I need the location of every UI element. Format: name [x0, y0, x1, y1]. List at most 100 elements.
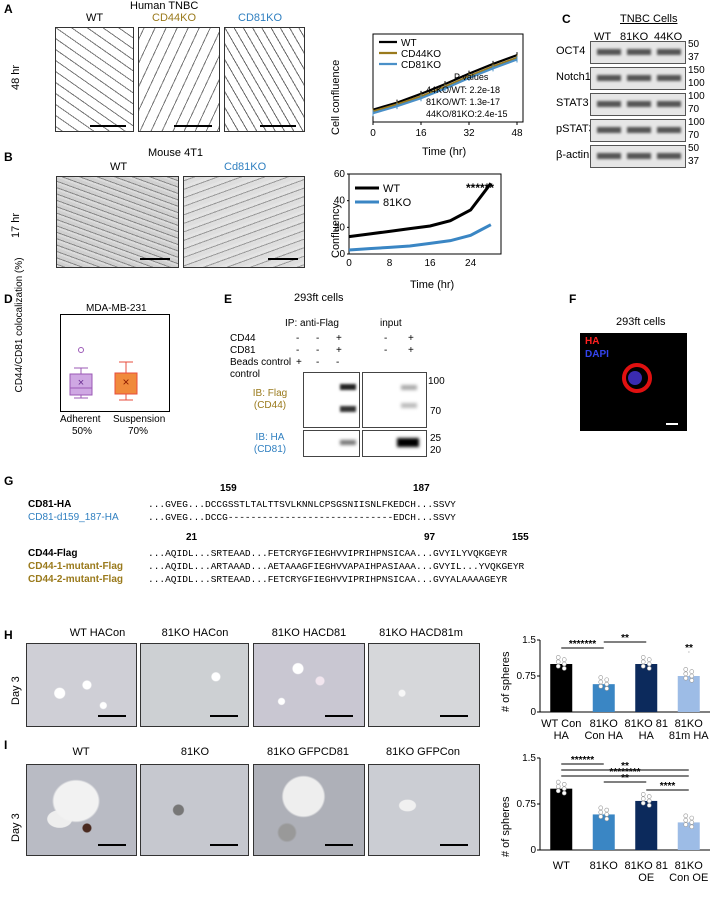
chart-b-xlabel: Time (hr) — [410, 279, 455, 291]
significance-stars: ******** — [609, 767, 640, 778]
panel-e-ip-header: IP: anti-Flag — [285, 318, 339, 329]
legend-label: WT — [383, 183, 400, 195]
bar — [550, 788, 573, 850]
ip-row-label-control: control — [230, 369, 261, 380]
ip-sign: - — [296, 333, 300, 344]
cd44-1-mutant-name: CD44-1-mutant-Flag — [28, 561, 124, 572]
data-point — [555, 655, 561, 660]
x-tick-label: 16 — [425, 258, 437, 269]
band — [657, 101, 681, 107]
data-point — [598, 684, 604, 689]
panel-h-image-label-2: 81KO HACon — [161, 627, 229, 639]
scale-bar — [210, 844, 238, 846]
data-point — [555, 784, 561, 789]
blot-strip — [590, 41, 686, 64]
panel-a-label: A — [4, 2, 13, 16]
category-label: 81KO 81 OE — [624, 860, 668, 884]
legend-label: WT — [401, 38, 417, 49]
chart-i-spheres: 00.751.5 ********************** — [517, 753, 710, 856]
y-tick-label: 60 — [334, 169, 346, 180]
group-pct-adherent: 50% — [72, 426, 93, 437]
chart-a-xlabel: Time (hr) — [422, 146, 467, 158]
data-point — [555, 659, 561, 665]
plot-frame — [372, 33, 524, 123]
chart-a-pvalue-3: 44KO/81KO:2.4e-15 — [426, 109, 508, 119]
micrograph-a-cd44ko — [138, 27, 220, 132]
chart-b-confluency: 0 20 40 60 0 8 16 24 WT 81KO — [334, 169, 502, 269]
data-point — [604, 686, 610, 691]
cd44-1-mutant-sequence: ...AQIDL...ARTAAAD...AETAAAGFIEGHVVAPAIH… — [148, 561, 525, 572]
data-point — [646, 661, 652, 667]
data-point — [640, 663, 646, 669]
legend-dapi: DAPI — [585, 349, 609, 360]
scale-bar — [260, 125, 296, 127]
bar — [592, 684, 615, 712]
data-point — [640, 792, 646, 797]
chart-a-pvalue-2: 81KO/WT: 1.3e-17 — [426, 97, 501, 107]
panel-a-image-label-cd44ko: CD44KO — [152, 12, 197, 24]
data-point — [598, 814, 604, 819]
cd44-2-mutant-name: CD44-2-mutant-Flag — [28, 574, 124, 585]
panel-i-image-label-3: 81KO GFPCD81 — [267, 746, 349, 758]
sphere-image-h-3 — [253, 643, 365, 727]
ip-row-label: Beads control — [230, 357, 292, 368]
x-tick-label: 0 — [370, 128, 376, 139]
panel-i-label: I — [4, 738, 8, 752]
seq-number-159: 159 — [220, 483, 237, 494]
ip-sign: - — [336, 357, 340, 368]
boxplot-d: × × — [60, 314, 170, 412]
chart-i-ylabel: # of spheres — [500, 796, 512, 857]
significance-stars: ******* — [569, 639, 596, 650]
panel-d-label: D — [4, 292, 13, 306]
adherent-box — [69, 373, 93, 396]
panel-f-label: F — [569, 292, 577, 306]
sphere-image-h-1 — [26, 643, 137, 727]
data-point — [646, 798, 652, 804]
panel-b-image-label-cd81ko: Cd81KO — [224, 161, 267, 173]
band — [627, 153, 651, 159]
panel-d-ylabel: CD44/CD81 colocalization (%) — [14, 257, 25, 393]
panel-e-title: 293ft cells — [294, 292, 344, 304]
scale-bar — [98, 715, 126, 717]
legend-label: CD44KO — [401, 49, 441, 60]
sphere-image-h-4 — [368, 643, 480, 727]
band — [597, 75, 621, 81]
data-point — [604, 816, 610, 822]
data-point — [683, 817, 689, 823]
band — [340, 406, 356, 412]
category-label: 81KO 81 HA — [624, 718, 668, 742]
boxplot-frame — [60, 314, 170, 412]
bar — [592, 814, 615, 850]
ib-flag-label: IB: Flag (CD44) — [240, 388, 300, 412]
ip-sign: - — [316, 357, 320, 368]
adherent-outlier — [78, 347, 84, 353]
data-point — [561, 666, 567, 671]
cd81-ha-name: CD81-HA — [28, 499, 72, 510]
data-point — [689, 820, 695, 825]
ip-sign: + — [336, 345, 342, 356]
cd44-flag-name: CD44-Flag — [28, 548, 78, 559]
panel-f-title: 293ft cells — [616, 316, 666, 328]
blot-row-label: Notch1 — [556, 71, 591, 83]
panel-h-label: H — [4, 628, 13, 642]
panel-b-image-label-wt: WT — [110, 161, 128, 173]
data-point — [640, 659, 646, 665]
y-tick-label: 1.5 — [522, 753, 536, 764]
mw-marker: 100 — [688, 117, 705, 128]
data-point — [646, 803, 652, 808]
y-tick-label: 0.75 — [517, 671, 537, 682]
band — [401, 385, 417, 390]
panel-c-label: C — [562, 12, 571, 26]
data-point — [561, 786, 567, 791]
data-point — [689, 824, 695, 830]
data-point — [555, 663, 561, 669]
category-label: WT — [552, 860, 570, 872]
cd44-2-mutant-sequence: ...AQIDL...SRTEAAD...FETCRYGFIEGHVVIPRIH… — [148, 574, 508, 585]
blot-strip — [590, 119, 686, 142]
band — [340, 440, 356, 445]
chart-a-pvalues-title: P values — [454, 72, 489, 82]
ib-flag-text: IB: Flag (CD44) — [252, 388, 288, 411]
data-point — [640, 800, 646, 806]
data-point — [646, 657, 652, 662]
legend-ha: HA — [585, 336, 600, 347]
